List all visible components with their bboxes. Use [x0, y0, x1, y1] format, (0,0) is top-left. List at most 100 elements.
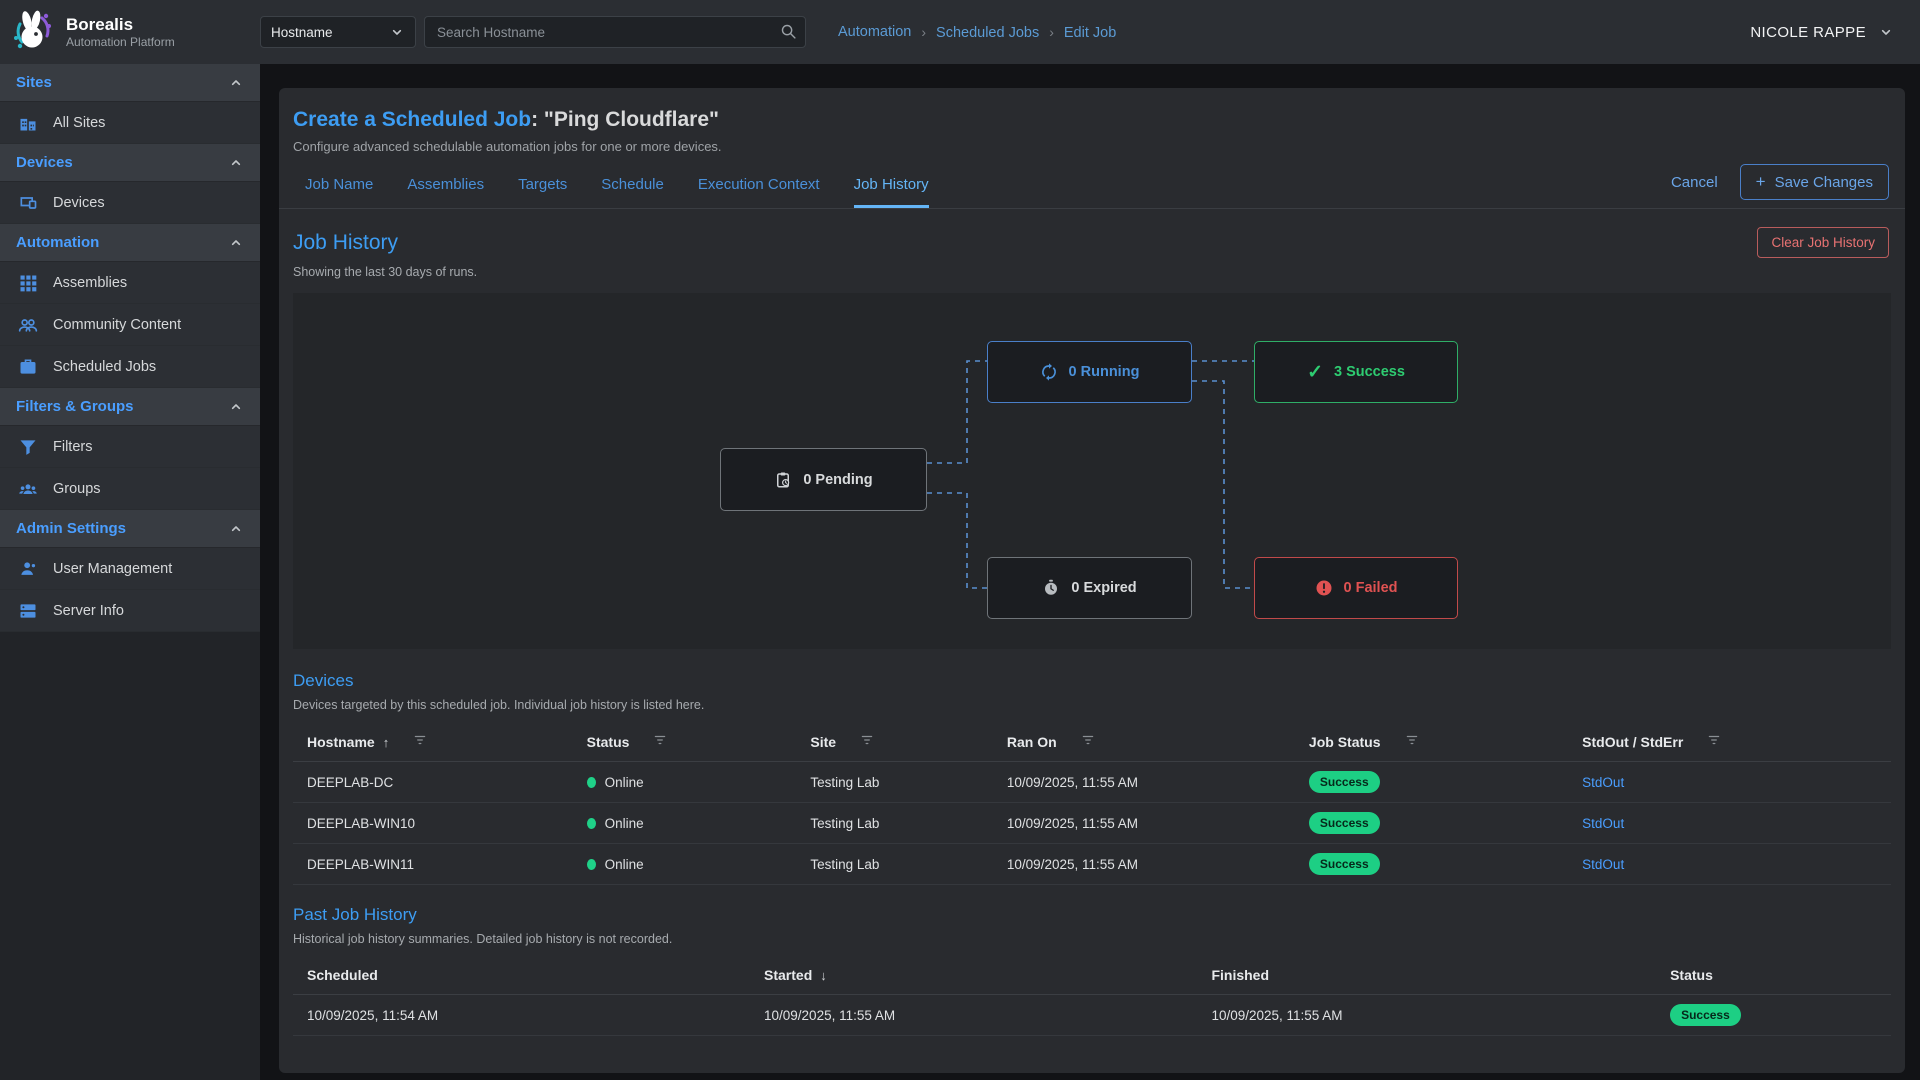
col-finished[interactable]: Finished [1197, 956, 1657, 995]
cell-site: Testing Lab [796, 761, 993, 803]
filter-icon[interactable] [1707, 733, 1721, 747]
tab-assemblies[interactable]: Assemblies [407, 176, 485, 193]
col-label: Scheduled [307, 967, 378, 983]
col-started[interactable]: Started ↓ [750, 956, 1198, 995]
search-icon[interactable] [780, 23, 797, 40]
col-hostname[interactable]: Hostname ↑ [293, 722, 573, 762]
page-title-main: Create a Scheduled Job [293, 108, 532, 131]
status-text: Online [604, 856, 644, 872]
cell-ran-on: 10/09/2025, 11:55 AM [992, 843, 1295, 885]
breadcrumb-edit-job[interactable]: Edit Job [1039, 24, 1116, 41]
status-badge: Success [1308, 812, 1380, 834]
flow-node-label: 0 Pending [803, 471, 873, 488]
table-row[interactable]: DEEPLAB-DC Online Testing Lab 10/09/2025… [293, 761, 1891, 803]
tab-job-history[interactable]: Job History [853, 162, 929, 208]
sidebar-item-label: Groups [53, 480, 101, 497]
clear-job-history-button[interactable]: Clear Job History [1757, 227, 1889, 258]
save-changes-label: Save Changes [1774, 173, 1873, 191]
page-subtitle: Configure advanced schedulable automatio… [293, 139, 722, 154]
cell-status: Online [572, 843, 797, 885]
cancel-button[interactable]: Cancel [1670, 173, 1718, 191]
sidebar-section-devices[interactable]: Devices [0, 144, 260, 182]
cell-finished: 10/09/2025, 11:55 AM [1197, 994, 1657, 1036]
tab-schedule[interactable]: Schedule [601, 176, 664, 193]
col-ran-on[interactable]: Ran On [992, 722, 1295, 762]
flow-node-pending[interactable]: 0 Pending [720, 448, 927, 511]
sidebar-item-community-content[interactable]: Community Content [0, 304, 260, 346]
tab-execution-context[interactable]: Execution Context [697, 176, 820, 193]
stdout-link[interactable]: StdOut [1582, 856, 1625, 872]
cell-ran-on: 10/09/2025, 11:55 AM [992, 802, 1295, 844]
filter-icon[interactable] [653, 733, 667, 747]
sidebar-item-user-management[interactable]: User Management [0, 548, 260, 590]
breadcrumb-automation[interactable]: Automation [838, 24, 912, 40]
sidebar-item-server-info[interactable]: Server Info [0, 590, 260, 632]
section-label: Devices [16, 154, 73, 171]
filter-icon[interactable] [860, 733, 874, 747]
sidebar-section-filters-groups[interactable]: Filters & Groups [0, 388, 260, 426]
search-box [424, 16, 806, 48]
sidebar-item-all-sites[interactable]: All Sites [0, 102, 260, 144]
table-row[interactable]: 10/09/2025, 11:54 AM 10/09/2025, 11:55 A… [293, 994, 1891, 1036]
page-title: Create a Scheduled Job: "Ping Cloudflare… [293, 108, 1889, 132]
sidebar-item-assemblies[interactable]: Assemblies [0, 262, 260, 304]
cell-stdout: StdOut [1568, 802, 1891, 844]
col-site[interactable]: Site [796, 722, 993, 762]
stdout-link[interactable]: StdOut [1582, 815, 1625, 831]
check-icon [1307, 361, 1323, 384]
search-input[interactable] [424, 16, 806, 48]
brand-logo-block: Borealis Automation Platform [0, 8, 260, 56]
online-dot-icon [586, 858, 596, 870]
col-stdout-stderr[interactable]: StdOut / StdErr [1568, 722, 1891, 762]
col-status[interactable]: Status [1656, 956, 1891, 995]
flow-node-label: 0 Failed [1343, 580, 1398, 596]
col-job-status[interactable]: Job Status [1294, 722, 1569, 762]
table-row[interactable]: DEEPLAB-WIN10 Online Testing Lab 10/09/2… [293, 802, 1891, 844]
filter-icon[interactable] [1405, 733, 1419, 747]
status-badge: Success [1670, 1004, 1741, 1026]
col-status[interactable]: Status [572, 722, 797, 762]
groups-icon [19, 483, 37, 494]
section-label: Filters & Groups [16, 398, 134, 415]
flow-node-expired[interactable]: 0 Expired [987, 557, 1192, 619]
sidebar-item-devices[interactable]: Devices [0, 182, 260, 224]
cell-status: Success [1656, 994, 1891, 1036]
col-scheduled[interactable]: Scheduled [293, 956, 751, 995]
sidebar-item-groups[interactable]: Groups [0, 468, 260, 510]
col-label: Finished [1211, 967, 1270, 983]
sidebar-item-label: Community Content [53, 316, 182, 333]
tab-targets[interactable]: Targets [518, 176, 568, 193]
edit-job-card: Create a Scheduled Job: "Ping Cloudflare… [279, 88, 1905, 1073]
hostname-select-value: Hostname [271, 24, 333, 40]
sidebar-section-admin-settings[interactable]: Admin Settings [0, 510, 260, 548]
user-menu[interactable]: NICOLE RAPPE [1750, 24, 1920, 41]
flow-connectors [927, 360, 1254, 589]
sidebar-section-automation[interactable]: Automation [0, 224, 260, 262]
flow-node-label: 0 Running [1068, 364, 1140, 380]
filter-icon[interactable] [1081, 733, 1095, 747]
user-name: NICOLE RAPPE [1750, 23, 1866, 41]
sidebar-item-scheduled-jobs[interactable]: Scheduled Jobs [0, 346, 260, 388]
chevron-down-icon [392, 29, 402, 35]
funnel-icon [20, 439, 36, 455]
table-row[interactable]: DEEPLAB-WIN11 Online Testing Lab 10/09/2… [293, 843, 1891, 885]
cell-stdout: StdOut [1568, 761, 1891, 803]
past-job-history-table: Scheduled Started ↓ Finished Status 10/09… [293, 956, 1891, 1036]
tab-job-name[interactable]: Job Name [305, 176, 374, 193]
save-changes-button[interactable]: Save Changes [1739, 164, 1889, 200]
flow-node-running[interactable]: 0 Running [987, 341, 1192, 403]
job-status-flow-canvas[interactable]: 0 Pending 0 Running 3 Success 0 Expired … [293, 293, 1891, 649]
sidebar: Sites All Sites Devices Devices Automati… [0, 64, 260, 1080]
chevron-up-icon [231, 239, 241, 245]
flow-node-label: 0 Expired [1071, 580, 1137, 596]
section-label: Sites [16, 74, 52, 91]
sidebar-item-filters[interactable]: Filters [0, 426, 260, 468]
breadcrumb-scheduled-jobs[interactable]: Scheduled Jobs [911, 24, 1039, 41]
stdout-link[interactable]: StdOut [1582, 774, 1625, 790]
sidebar-section-sites[interactable]: Sites [0, 64, 260, 102]
flow-node-failed[interactable]: 0 Failed [1254, 557, 1458, 619]
hostname-select[interactable]: Hostname [260, 16, 416, 48]
filter-icon[interactable] [413, 733, 427, 747]
flow-node-success[interactable]: 3 Success [1254, 341, 1458, 403]
sidebar-item-label: Filters [53, 438, 93, 455]
